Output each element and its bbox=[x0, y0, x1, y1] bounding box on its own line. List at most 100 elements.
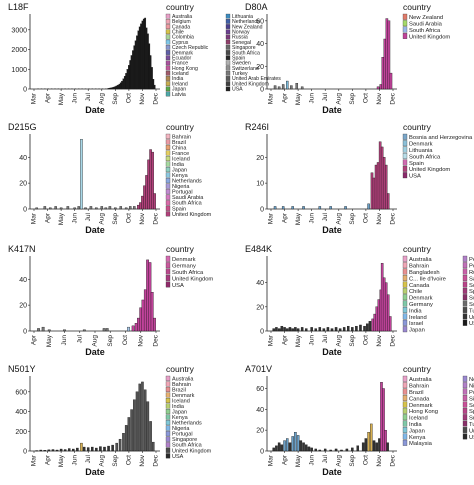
bar bbox=[372, 440, 376, 452]
bar bbox=[130, 409, 133, 452]
y-tick-label: 20 bbox=[256, 304, 264, 311]
legend-label: Japan bbox=[409, 428, 425, 434]
bar bbox=[384, 282, 388, 332]
legend-swatch bbox=[165, 81, 171, 86]
legend-label: Netherlands bbox=[172, 421, 202, 427]
bar bbox=[296, 328, 300, 332]
bar bbox=[376, 86, 380, 90]
x-tick-label: Aug bbox=[335, 455, 342, 467]
bar bbox=[318, 327, 322, 332]
legend-swatch bbox=[402, 255, 408, 262]
bar bbox=[72, 448, 75, 452]
legend-title: country bbox=[166, 122, 195, 132]
x-tick-label: Mar bbox=[31, 212, 38, 224]
legend-label: Australia bbox=[409, 377, 432, 383]
bar bbox=[378, 438, 381, 452]
legend-label: New Zealand bbox=[232, 24, 263, 30]
x-tick-label: Nov bbox=[139, 454, 146, 466]
y-tick-label: 20 bbox=[256, 155, 264, 162]
y-tick-label: 20 bbox=[256, 428, 264, 435]
legend-swatch bbox=[402, 427, 408, 433]
legend-swatch bbox=[462, 300, 468, 307]
legend-swatch bbox=[402, 262, 408, 269]
legend-label: Chile bbox=[409, 289, 422, 295]
bar bbox=[389, 316, 392, 332]
legend-swatch bbox=[165, 24, 171, 29]
bar bbox=[137, 317, 140, 332]
bar bbox=[385, 18, 389, 90]
legend-label: Netherlands bbox=[172, 179, 202, 185]
bar bbox=[138, 383, 141, 452]
legend-label: Ireland bbox=[172, 81, 188, 87]
x-tick-label: Mar bbox=[268, 334, 275, 346]
bar bbox=[151, 151, 154, 210]
legend-label: Nigeria bbox=[172, 426, 190, 432]
x-tick-label: Apr bbox=[31, 334, 38, 345]
y-tick-label: 1000 bbox=[11, 67, 27, 74]
x-tick-label: Sep bbox=[112, 93, 119, 105]
y-tick-label: 40 bbox=[256, 280, 264, 287]
legend-label: Russia bbox=[232, 35, 248, 41]
bar bbox=[277, 86, 281, 90]
bar bbox=[368, 321, 372, 332]
legend-swatch bbox=[165, 386, 171, 392]
bar bbox=[148, 262, 152, 332]
bar bbox=[104, 207, 108, 210]
bar bbox=[275, 445, 278, 452]
legend-swatch bbox=[225, 81, 231, 86]
x-tick-label: Nov bbox=[376, 212, 383, 224]
bar bbox=[143, 289, 147, 332]
bar bbox=[329, 206, 332, 210]
x-tick-label: Sep bbox=[349, 335, 356, 347]
bar bbox=[275, 327, 278, 332]
bar bbox=[150, 292, 154, 332]
legend-label: Australia bbox=[172, 14, 192, 20]
bar bbox=[49, 207, 52, 210]
y-tick-label: 60 bbox=[256, 18, 264, 25]
x-tick-label: Dec bbox=[390, 92, 397, 104]
x-tick-label: Jul bbox=[76, 334, 83, 343]
bar bbox=[128, 206, 132, 210]
legend-label: Singapore bbox=[232, 45, 256, 51]
bar bbox=[286, 438, 289, 452]
bar bbox=[76, 447, 79, 452]
legend-swatch bbox=[402, 388, 408, 395]
bar bbox=[294, 327, 297, 332]
legend-swatch bbox=[462, 375, 468, 382]
legend-title: country bbox=[403, 122, 432, 132]
bar bbox=[118, 438, 122, 452]
bar bbox=[342, 327, 346, 332]
bar bbox=[386, 193, 390, 210]
bar bbox=[273, 85, 277, 90]
panel-l18f: L18F 0 1000 2000 3000 Mar Apr May Jun Jul Aug Sep Oc… bbox=[8, 2, 281, 115]
bar bbox=[153, 317, 156, 332]
legend-label: Bahrain bbox=[409, 264, 429, 270]
bar bbox=[51, 449, 55, 452]
legend-label: Switzerland bbox=[232, 66, 259, 72]
legend-label: Portugal bbox=[469, 264, 474, 270]
legend-label: South Africa bbox=[409, 154, 441, 160]
bar bbox=[381, 57, 385, 90]
bar bbox=[322, 328, 326, 332]
legend-label: Turkey bbox=[469, 308, 474, 314]
legend-label: Malaysia bbox=[409, 441, 433, 447]
legend-swatch bbox=[462, 262, 468, 269]
legend-title: country bbox=[403, 364, 432, 374]
x-tick-label: Mar bbox=[31, 454, 38, 466]
legend-swatch bbox=[165, 409, 171, 415]
bar bbox=[314, 448, 317, 452]
legend-label: Japan bbox=[172, 410, 187, 416]
bar bbox=[344, 206, 347, 210]
y-tick-label: 20 bbox=[256, 64, 264, 71]
legend-swatch bbox=[402, 33, 408, 39]
bar bbox=[371, 318, 374, 332]
bar bbox=[131, 325, 135, 332]
bar bbox=[384, 164, 388, 210]
legend-label: Singapore bbox=[172, 437, 197, 443]
legend-swatch bbox=[402, 382, 408, 389]
bar bbox=[54, 206, 57, 210]
bar bbox=[47, 329, 51, 332]
legend-label: Belgium bbox=[172, 19, 191, 25]
legend-swatch bbox=[225, 70, 231, 76]
legend-label: Spain bbox=[172, 206, 186, 212]
